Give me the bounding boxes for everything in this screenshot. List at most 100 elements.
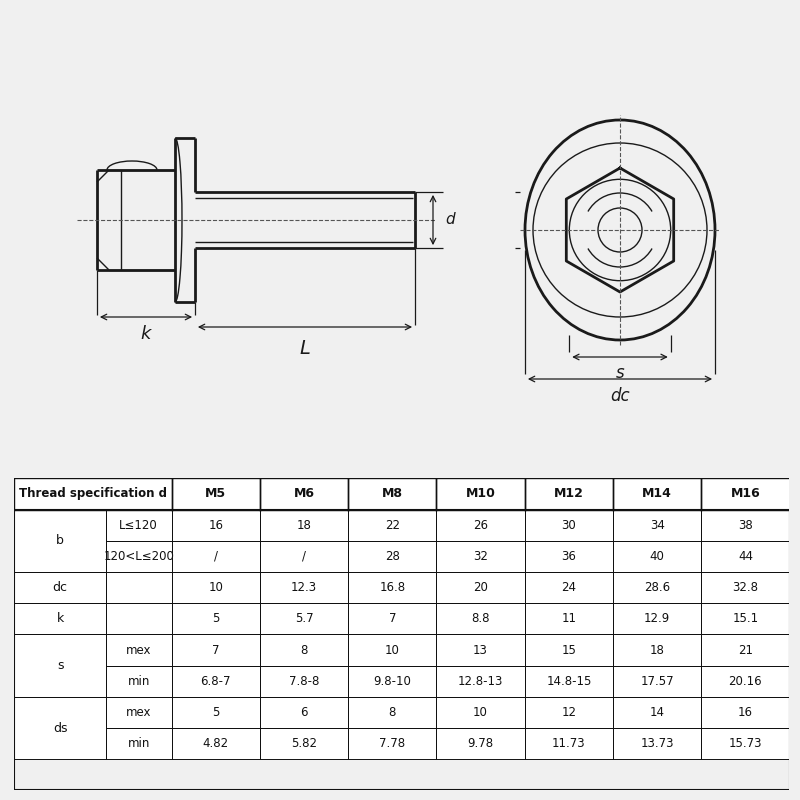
Bar xyxy=(172,510,260,541)
Text: 5: 5 xyxy=(212,706,219,719)
Text: 17.57: 17.57 xyxy=(640,674,674,688)
Text: 7.78: 7.78 xyxy=(379,737,406,750)
Bar xyxy=(702,728,790,759)
Text: 6: 6 xyxy=(300,706,308,719)
Text: 18: 18 xyxy=(297,518,311,532)
Bar xyxy=(437,603,525,634)
Bar xyxy=(260,510,348,541)
Bar xyxy=(613,603,702,634)
Text: 16: 16 xyxy=(738,706,753,719)
Text: 7: 7 xyxy=(389,612,396,626)
Bar xyxy=(14,572,106,603)
Bar xyxy=(260,634,348,666)
Bar xyxy=(348,541,437,572)
Bar xyxy=(437,634,525,666)
Bar xyxy=(437,478,525,510)
Bar xyxy=(437,572,525,603)
Text: 22: 22 xyxy=(385,518,400,532)
Bar xyxy=(437,666,525,697)
Text: s: s xyxy=(616,364,624,382)
Text: 4.82: 4.82 xyxy=(202,737,229,750)
Bar xyxy=(106,697,172,728)
Text: M10: M10 xyxy=(466,487,495,501)
Bar xyxy=(702,666,790,697)
Bar xyxy=(106,603,172,634)
Bar xyxy=(348,728,437,759)
Text: mex: mex xyxy=(126,643,151,657)
Bar xyxy=(172,572,260,603)
Text: ds: ds xyxy=(53,722,67,734)
Text: min: min xyxy=(127,737,150,750)
Text: 9.8-10: 9.8-10 xyxy=(374,674,411,688)
Text: 6.8-7: 6.8-7 xyxy=(201,674,231,688)
Text: M6: M6 xyxy=(294,487,314,501)
Text: 9.78: 9.78 xyxy=(467,737,494,750)
Text: 13: 13 xyxy=(473,643,488,657)
Bar xyxy=(260,541,348,572)
Text: dc: dc xyxy=(610,387,630,405)
Text: 34: 34 xyxy=(650,518,665,532)
Text: 32.8: 32.8 xyxy=(733,581,758,594)
Text: 16.8: 16.8 xyxy=(379,581,406,594)
Bar xyxy=(260,666,348,697)
Text: 10: 10 xyxy=(385,643,400,657)
Bar xyxy=(348,510,437,541)
Bar xyxy=(437,728,525,759)
Bar xyxy=(106,728,172,759)
Bar xyxy=(348,603,437,634)
Bar xyxy=(348,478,437,510)
Text: M14: M14 xyxy=(642,487,672,501)
Bar xyxy=(525,478,613,510)
Text: 8.8: 8.8 xyxy=(471,612,490,626)
Text: 40: 40 xyxy=(650,550,665,563)
Text: 10: 10 xyxy=(473,706,488,719)
Text: 11.73: 11.73 xyxy=(552,737,586,750)
Text: 12.9: 12.9 xyxy=(644,612,670,626)
Bar xyxy=(172,728,260,759)
Text: 7.8-8: 7.8-8 xyxy=(289,674,319,688)
Bar xyxy=(525,541,613,572)
Text: 5: 5 xyxy=(212,612,219,626)
Bar xyxy=(702,634,790,666)
Bar xyxy=(437,541,525,572)
Text: 20: 20 xyxy=(473,581,488,594)
Bar xyxy=(702,541,790,572)
Text: M16: M16 xyxy=(730,487,760,501)
Text: 12.8-13: 12.8-13 xyxy=(458,674,503,688)
Bar xyxy=(525,728,613,759)
Text: 5.82: 5.82 xyxy=(291,737,317,750)
Bar xyxy=(172,634,260,666)
Text: 14: 14 xyxy=(650,706,665,719)
Bar xyxy=(260,697,348,728)
Text: 15: 15 xyxy=(562,643,576,657)
Bar xyxy=(613,697,702,728)
Bar xyxy=(260,478,348,510)
Text: 15.73: 15.73 xyxy=(729,737,762,750)
Text: 16: 16 xyxy=(208,518,223,532)
Bar xyxy=(260,728,348,759)
Text: 5.7: 5.7 xyxy=(294,612,314,626)
Bar xyxy=(525,634,613,666)
Bar xyxy=(525,666,613,697)
Bar xyxy=(14,634,106,697)
Text: 20.16: 20.16 xyxy=(729,674,762,688)
Text: 36: 36 xyxy=(562,550,576,563)
Bar xyxy=(172,603,260,634)
Bar xyxy=(172,478,260,510)
Bar xyxy=(14,697,106,759)
Text: 10: 10 xyxy=(208,581,223,594)
Bar xyxy=(260,603,348,634)
Text: s: s xyxy=(57,659,63,672)
Text: 26: 26 xyxy=(473,518,488,532)
Bar xyxy=(348,666,437,697)
Text: 12.3: 12.3 xyxy=(291,581,317,594)
Text: d: d xyxy=(445,213,454,227)
Text: 24: 24 xyxy=(562,581,576,594)
Text: 13.73: 13.73 xyxy=(641,737,674,750)
Bar xyxy=(613,572,702,603)
Text: 28.6: 28.6 xyxy=(644,581,670,594)
Bar xyxy=(613,541,702,572)
Text: 38: 38 xyxy=(738,518,753,532)
Text: M12: M12 xyxy=(554,487,584,501)
Bar xyxy=(348,634,437,666)
